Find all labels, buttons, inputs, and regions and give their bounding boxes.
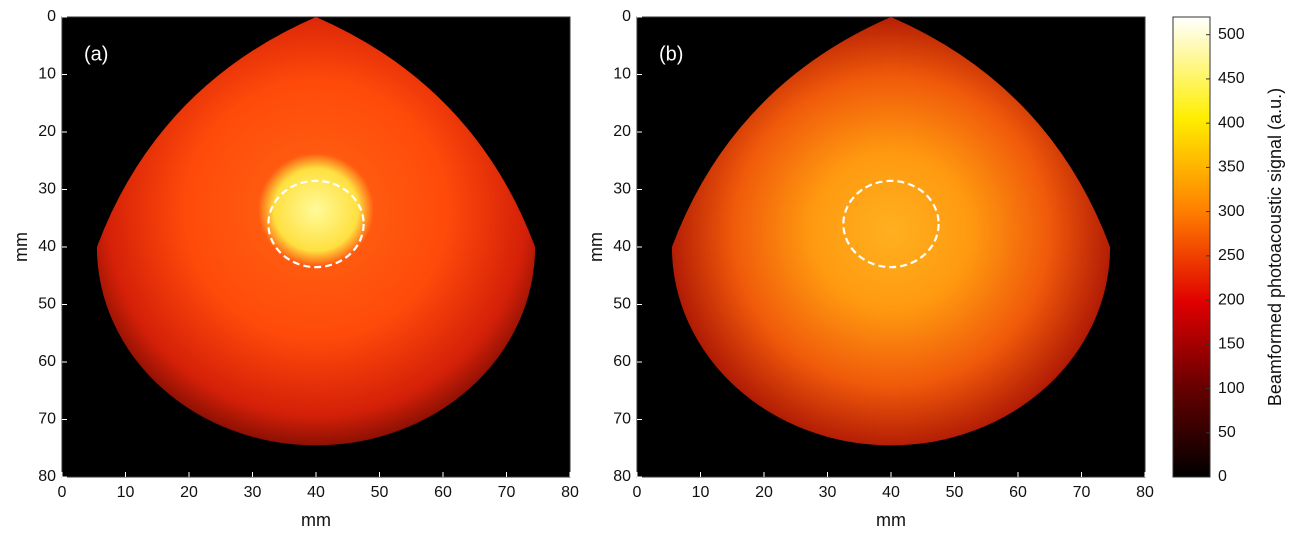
colorbar-tick-label: 0 (1218, 468, 1227, 485)
y-tick-label: 10 (613, 66, 631, 83)
y-tick-label: 60 (613, 353, 631, 370)
x-axis-label: mm (301, 510, 331, 530)
x-tick-label: 50 (946, 484, 964, 501)
colorbar-tick-label: 350 (1218, 159, 1245, 176)
x-axis-label: mm (876, 510, 906, 530)
colorbar-tick-label: 300 (1218, 203, 1245, 220)
y-tick-label: 80 (613, 468, 631, 485)
y-tick-label: 80 (38, 468, 56, 485)
x-tick-label: 60 (1009, 484, 1027, 501)
roi-circle (267, 179, 365, 269)
colorbar-tick-label: 50 (1218, 424, 1236, 441)
y-tick-label: 50 (613, 296, 631, 313)
x-tick-label: 10 (692, 484, 710, 501)
x-tick-label: 30 (244, 484, 262, 501)
x-tick-label: 70 (498, 484, 516, 501)
x-tick-label: 30 (819, 484, 837, 501)
y-axis-label: mm (586, 232, 606, 262)
y-tick-label: 40 (38, 238, 56, 255)
y-tick-label: 60 (38, 353, 56, 370)
colorbar (1172, 16, 1211, 478)
colorbar-tick-label: 500 (1218, 26, 1245, 43)
y-tick-label: 70 (38, 411, 56, 428)
colorbar-tick-label: 450 (1218, 70, 1245, 87)
roi-circle (842, 179, 940, 269)
y-tick-label: 20 (38, 123, 56, 140)
y-tick-label: 20 (613, 123, 631, 140)
x-tick-label: 20 (180, 484, 198, 501)
y-tick-label: 30 (613, 181, 631, 198)
image-region (671, 17, 1111, 446)
x-tick-label: 80 (1136, 484, 1154, 501)
x-tick-label: 0 (58, 484, 67, 501)
image-region (96, 17, 536, 446)
y-tick-label: 50 (38, 296, 56, 313)
y-tick-label: 0 (47, 8, 56, 25)
x-tick-label: 0 (633, 484, 642, 501)
colorbar-tick-label: 150 (1218, 336, 1245, 353)
y-tick-label: 30 (38, 181, 56, 198)
x-tick-label: 40 (307, 484, 325, 501)
x-tick-label: 20 (755, 484, 773, 501)
x-tick-label: 60 (434, 484, 452, 501)
colorbar-tick-label: 200 (1218, 291, 1245, 308)
colorbar-tick-label: 250 (1218, 247, 1245, 264)
y-tick-label: 10 (38, 66, 56, 83)
y-tick-label: 0 (622, 8, 631, 25)
panel-label: (b) (659, 43, 683, 65)
y-tick-label: 70 (613, 411, 631, 428)
x-tick-label: 80 (561, 484, 579, 501)
colorbar-tick-label: 400 (1218, 114, 1245, 131)
x-tick-label: 10 (117, 484, 135, 501)
y-tick-label: 40 (613, 238, 631, 255)
x-tick-label: 50 (371, 484, 389, 501)
x-tick-label: 40 (882, 484, 900, 501)
panel-label: (a) (84, 43, 108, 65)
colorbar-tick-label: 100 (1218, 380, 1245, 397)
colorbar-label: Beamformed photoacoustic signal (a.u.) (1265, 88, 1285, 406)
x-tick-label: 70 (1073, 484, 1091, 501)
y-axis-label: mm (11, 232, 31, 262)
